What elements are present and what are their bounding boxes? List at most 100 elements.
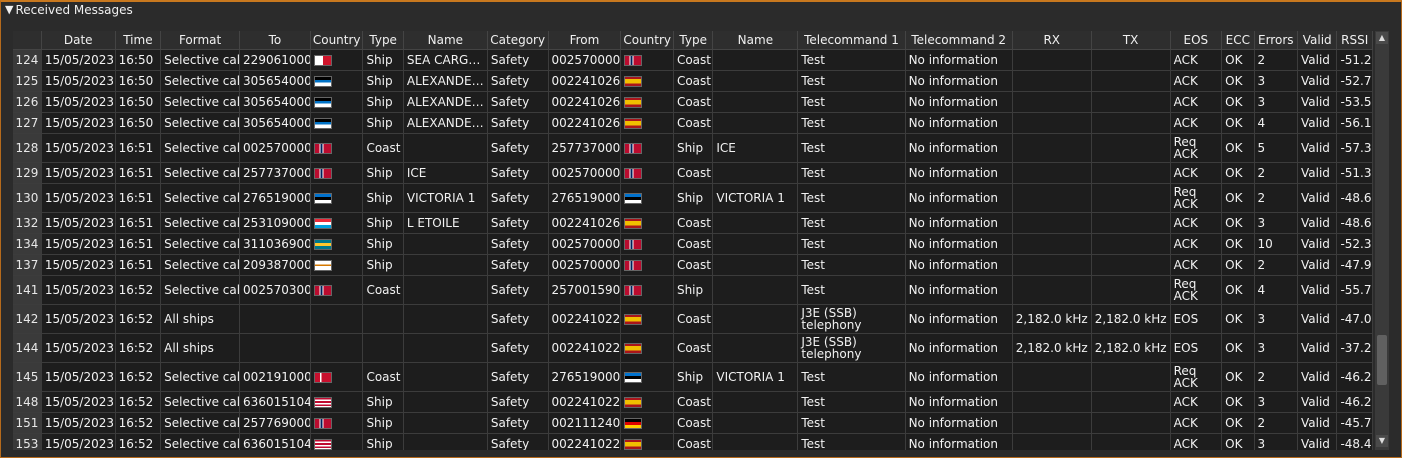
column-header-from-type[interactable]: Type: [673, 31, 714, 50]
cell-from: 002241022: [548, 433, 622, 450]
column-header-category[interactable]: Category: [487, 31, 549, 50]
cell-from-name: [712, 233, 799, 255]
table-row[interactable]: 148 15/05/2023 16:52 Selective call 63601510…: [13, 391, 1373, 413]
cell-time: 16:52: [115, 362, 162, 392]
cell-eos: ACK: [1170, 212, 1223, 234]
cell-format: Selective call: [160, 91, 241, 113]
cell-eos: EOS: [1170, 333, 1223, 363]
cell-telecommand-2: No information: [905, 91, 1013, 113]
cell-telecommand-1: Test: [797, 70, 906, 92]
cell-to-country: [310, 433, 364, 450]
cell-errors: 2: [1254, 183, 1299, 213]
cell-valid: Valid: [1297, 183, 1338, 213]
cell-to-country: [310, 112, 364, 134]
cell-format: All ships: [160, 333, 241, 363]
column-header-format[interactable]: Format: [160, 31, 241, 50]
column-header-to-country[interactable]: Country: [310, 31, 364, 50]
column-header-rx[interactable]: RX: [1012, 31, 1092, 50]
column-header-time[interactable]: Time: [115, 31, 162, 50]
table-row[interactable]: 127 15/05/2023 16:50 Selective call 30565400…: [13, 112, 1373, 134]
column-header-eos[interactable]: EOS: [1170, 31, 1223, 50]
cell-category: Safety: [487, 362, 549, 392]
table-row[interactable]: 128 15/05/2023 16:51 Selective call 00257000…: [13, 133, 1373, 163]
cell-ecc: OK: [1221, 304, 1255, 334]
column-header-from[interactable]: From: [548, 31, 622, 50]
cell-time: 16:52: [115, 275, 162, 305]
table-row[interactable]: 142 15/05/2023 16:52 All ships Safety 0022410…: [13, 304, 1373, 334]
column-header-rssi[interactable]: RSSI: [1336, 31, 1373, 50]
cell-row-number: 132: [13, 212, 42, 234]
table-row[interactable]: 129 15/05/2023 16:51 Selective call 25773700…: [13, 162, 1373, 184]
scrollbar-thumb[interactable]: [1377, 335, 1387, 385]
cell-telecommand-1: Test: [797, 391, 906, 413]
cell-format: Selective call: [160, 233, 241, 255]
cell-telecommand-2: No information: [905, 254, 1013, 276]
cell-from-country: [620, 254, 674, 276]
column-header-from-country[interactable]: Country: [620, 31, 674, 50]
cell-to-type: [362, 333, 404, 363]
column-header-row-number[interactable]: [13, 31, 42, 50]
column-header-valid[interactable]: Valid: [1297, 31, 1338, 50]
cell-to-type: Ship: [362, 233, 404, 255]
column-header-to[interactable]: To: [239, 31, 311, 50]
cell-date: 15/05/2023: [41, 70, 116, 92]
cell-valid: Valid: [1297, 70, 1338, 92]
cell-eos: ACK: [1170, 412, 1223, 434]
table-row[interactable]: 126 15/05/2023 16:50 Selective call 30565400…: [13, 91, 1373, 113]
column-header-telecommand-2[interactable]: Telecommand 2: [905, 31, 1013, 50]
cell-rssi: -48.4: [1336, 433, 1373, 450]
table-row[interactable]: 153 15/05/2023 16:52 Selective call 63601510…: [13, 433, 1373, 450]
column-header-telecommand-1[interactable]: Telecommand 1: [797, 31, 906, 50]
scroll-up-icon[interactable]: ▲: [1376, 32, 1388, 44]
column-header-tx[interactable]: TX: [1091, 31, 1171, 50]
table-row[interactable]: 132 15/05/2023 16:51 Selective call 25310900…: [13, 212, 1373, 234]
column-header-errors[interactable]: Errors: [1254, 31, 1299, 50]
cell-from-name: [712, 91, 799, 113]
cell-row-number: 134: [13, 233, 42, 255]
column-header-from-name[interactable]: Name: [712, 31, 799, 50]
collapse-triangle-icon[interactable]: ▼: [5, 3, 14, 16]
cell-rx: [1012, 49, 1092, 71]
cell-to-country: [310, 391, 364, 413]
cell-row-number: 124: [13, 49, 42, 71]
cell-eos: ACK: [1170, 91, 1223, 113]
cell-time: 16:51: [115, 183, 162, 213]
column-header-to-type[interactable]: Type: [362, 31, 404, 50]
cell-row-number: 151: [13, 412, 42, 434]
table-row[interactable]: 137 15/05/2023 16:51 Selective call 20938700…: [13, 254, 1373, 276]
table-row[interactable]: 134 15/05/2023 16:51 Selective call 31103690…: [13, 233, 1373, 255]
column-header-ecc[interactable]: ECC: [1221, 31, 1255, 50]
cell-to-country: [310, 254, 364, 276]
cell-to-country: [310, 183, 364, 213]
column-header-date[interactable]: Date: [41, 31, 116, 50]
vertical-scrollbar[interactable]: ▲ ▼: [1375, 31, 1389, 450]
cell-to-name: L ETOILE: [403, 212, 488, 234]
cell-format: Selective call: [160, 183, 241, 213]
scroll-down-icon[interactable]: ▼: [1376, 435, 1388, 447]
cell-from-type: Ship: [673, 275, 714, 305]
cell-date: 15/05/2023: [41, 275, 116, 305]
cell-from-name: [712, 433, 799, 450]
cell-from-name: [712, 49, 799, 71]
cell-telecommand-2: No information: [905, 412, 1013, 434]
table-row[interactable]: 151 15/05/2023 16:52 Selective call 25776900…: [13, 412, 1373, 434]
cell-errors: 2: [1254, 162, 1299, 184]
cell-eos: ACK: [1170, 70, 1223, 92]
table-row[interactable]: 141 15/05/2023 16:52 Selective call 00257030…: [13, 275, 1373, 305]
cell-from: 002241026: [548, 91, 622, 113]
cell-date: 15/05/2023: [41, 304, 116, 334]
cell-telecommand-2: No information: [905, 49, 1013, 71]
panel-header[interactable]: ▼ Received Messages: [3, 2, 1399, 17]
cell-from-country: [620, 233, 674, 255]
table-row[interactable]: 145 15/05/2023 16:52 Selective call 00219100…: [13, 362, 1373, 392]
table-row[interactable]: 125 15/05/2023 16:50 Selective call 30565400…: [13, 70, 1373, 92]
cell-row-number: 137: [13, 254, 42, 276]
table-row[interactable]: 130 15/05/2023 16:51 Selective call 27651900…: [13, 183, 1373, 213]
cell-date: 15/05/2023: [41, 91, 116, 113]
cell-category: Safety: [487, 275, 549, 305]
table-row[interactable]: 124 15/05/2023 16:50 Selective call 22906100…: [13, 49, 1373, 71]
flag-es-icon: [624, 342, 643, 354]
table-row[interactable]: 144 15/05/2023 16:52 All ships Safety 0022410…: [13, 333, 1373, 363]
column-header-to-name[interactable]: Name: [403, 31, 488, 50]
cell-time: 16:51: [115, 212, 162, 234]
